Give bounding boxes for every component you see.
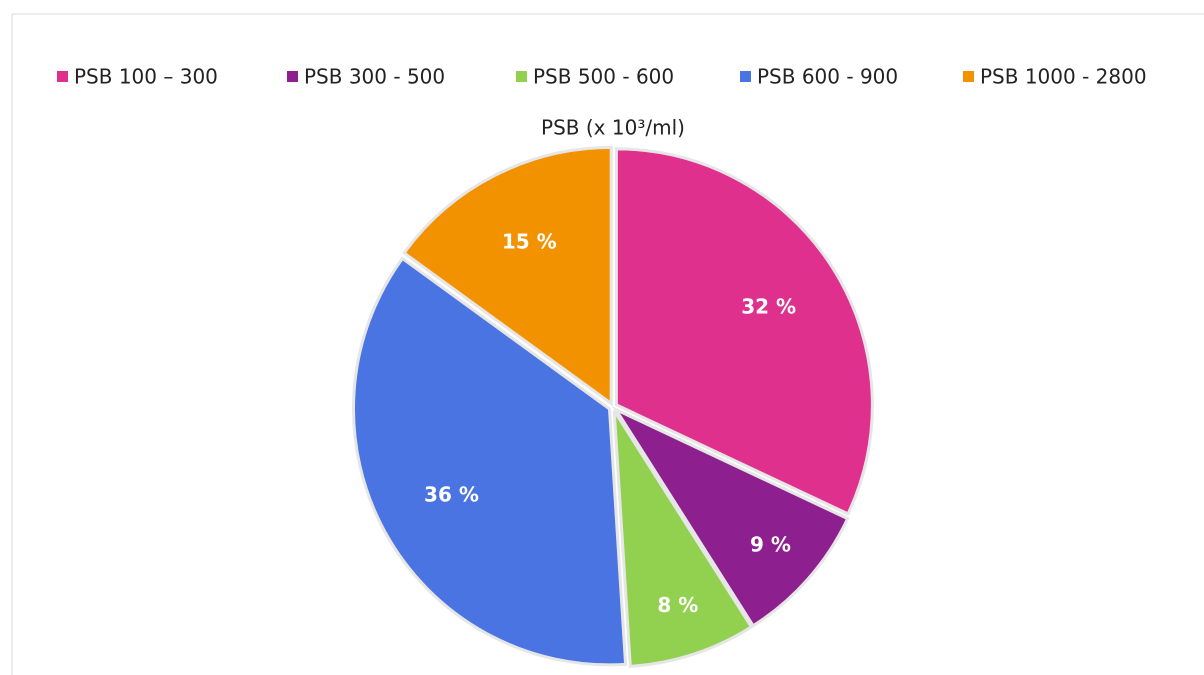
data-label: 9 % <box>750 532 791 556</box>
legend-label: PSB 600 - 900 <box>757 65 898 89</box>
legend-label: PSB 1000 - 2800 <box>980 65 1147 89</box>
legend-swatch <box>963 71 974 82</box>
legend-label: PSB 300 - 500 <box>304 65 445 89</box>
pie-slice <box>611 406 850 628</box>
data-label: 32 % <box>741 295 796 319</box>
legend-swatch <box>516 71 527 82</box>
data-label: 15 % <box>502 229 557 253</box>
pie-slice <box>612 410 754 668</box>
pie-slice <box>352 256 628 667</box>
chart-title: PSB (x 10³/ml) <box>541 116 685 140</box>
legend-label: PSB 100 – 300 <box>74 65 218 89</box>
data-label: 36 % <box>424 482 479 506</box>
legend-swatch <box>740 71 751 82</box>
data-label: 8 % <box>657 593 698 617</box>
pie-slice <box>401 145 613 407</box>
legend-swatch <box>57 71 68 82</box>
pie-slice <box>614 147 874 516</box>
legend-swatch <box>287 71 298 82</box>
legend-label: PSB 500 - 600 <box>533 65 674 89</box>
